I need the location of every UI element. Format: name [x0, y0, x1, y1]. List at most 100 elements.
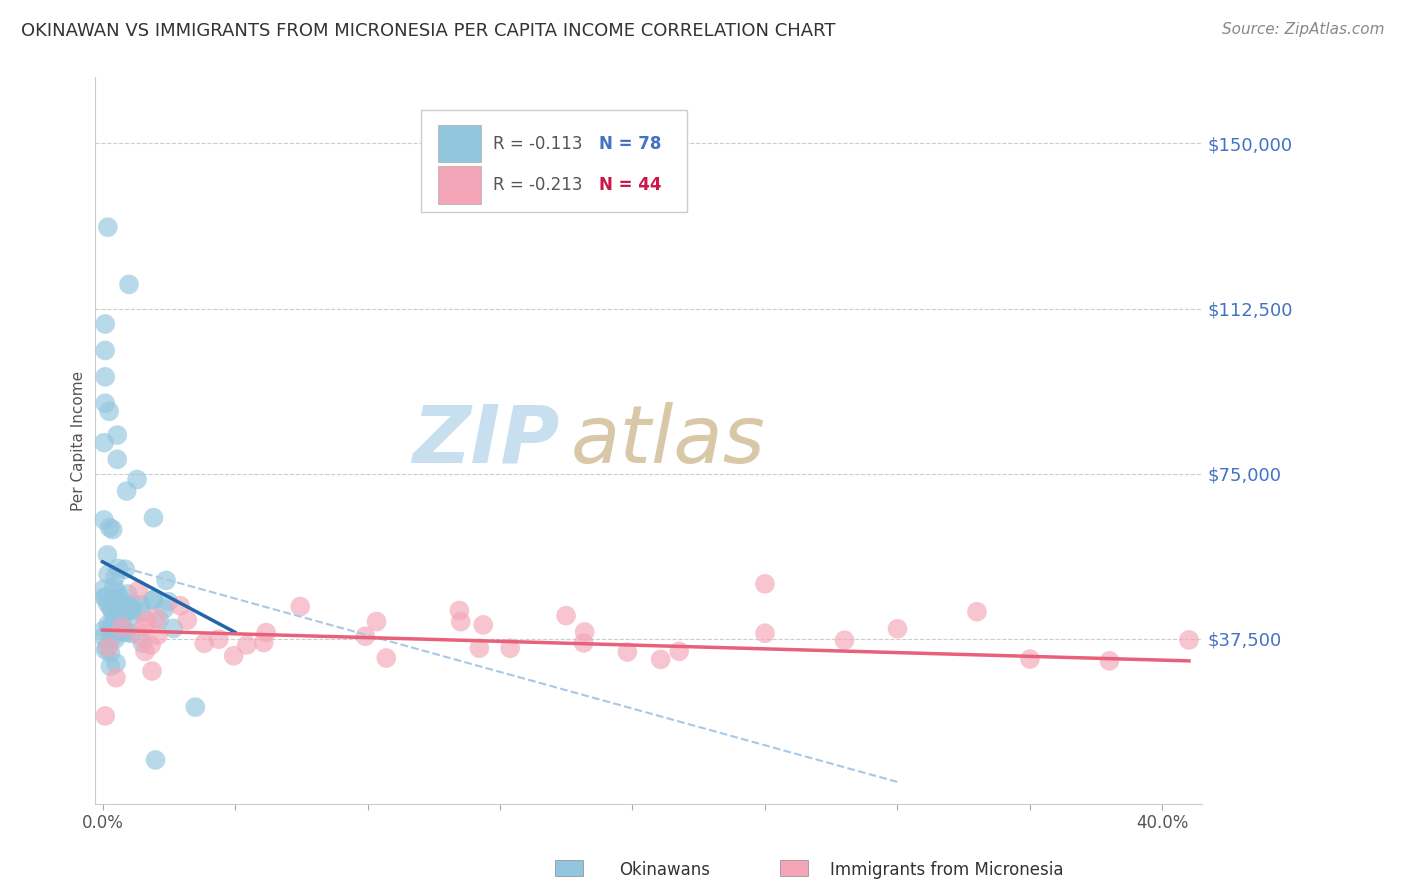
Point	[1178, 632, 1201, 647]
Text: atlas: atlas	[571, 401, 766, 480]
Point	[115, 625, 138, 640]
Point	[468, 641, 491, 656]
Point	[107, 607, 129, 622]
Point	[115, 484, 138, 499]
Point	[105, 584, 128, 599]
Point	[122, 597, 145, 611]
Point	[101, 523, 124, 537]
Point	[103, 607, 125, 621]
Point	[193, 636, 215, 650]
Point	[354, 629, 377, 643]
Point	[1098, 654, 1121, 668]
Point	[169, 599, 191, 613]
Point	[499, 641, 522, 656]
Point	[375, 651, 398, 665]
Point	[104, 632, 127, 646]
Point	[253, 635, 276, 649]
Point	[103, 580, 125, 594]
Point	[208, 632, 231, 647]
Point	[97, 220, 120, 235]
Point	[366, 615, 388, 629]
Point	[114, 562, 136, 576]
Point	[153, 602, 176, 616]
FancyBboxPatch shape	[437, 125, 481, 162]
Point	[98, 600, 121, 615]
Point	[105, 594, 128, 608]
Point	[146, 611, 169, 625]
Point	[107, 561, 129, 575]
Point	[93, 582, 115, 597]
Point	[290, 599, 312, 614]
Point	[472, 618, 495, 632]
Point	[94, 343, 117, 358]
FancyBboxPatch shape	[437, 166, 481, 204]
Point	[131, 605, 153, 619]
Point	[101, 631, 124, 645]
Point	[236, 638, 259, 652]
Point	[125, 473, 148, 487]
Point	[162, 621, 184, 635]
Point	[754, 577, 776, 591]
Point	[145, 753, 167, 767]
Text: ZIP: ZIP	[412, 401, 560, 480]
Point	[94, 590, 117, 604]
Point	[254, 625, 277, 640]
Point	[93, 591, 115, 605]
Point	[103, 618, 125, 632]
Point	[574, 624, 596, 639]
Point	[105, 428, 128, 442]
Point	[142, 592, 165, 607]
Point	[101, 616, 124, 631]
Point	[555, 608, 578, 623]
Point	[94, 317, 117, 331]
Point	[128, 629, 150, 643]
Point	[1019, 652, 1042, 666]
Point	[97, 597, 120, 611]
Point	[97, 567, 120, 582]
Y-axis label: Per Capita Income: Per Capita Income	[72, 371, 86, 511]
Point	[146, 628, 169, 642]
Point	[886, 622, 908, 636]
Point	[94, 369, 117, 384]
Point	[110, 624, 132, 638]
Point	[100, 603, 122, 617]
Point	[128, 583, 150, 598]
Text: R = -0.113: R = -0.113	[494, 135, 583, 153]
Point	[135, 614, 157, 628]
Point	[103, 619, 125, 633]
Point	[105, 452, 128, 467]
Point	[142, 593, 165, 607]
Point	[97, 617, 120, 632]
Text: R = -0.213: R = -0.213	[494, 176, 583, 194]
Point	[98, 659, 121, 673]
Text: Immigrants from Micronesia: Immigrants from Micronesia	[830, 861, 1063, 879]
Text: N = 78: N = 78	[599, 135, 661, 153]
Point	[184, 700, 207, 714]
Point	[155, 574, 177, 588]
Text: N = 44: N = 44	[599, 176, 661, 194]
Point	[668, 644, 690, 658]
Point	[129, 598, 152, 612]
Point	[650, 652, 672, 666]
Point	[449, 603, 471, 617]
Point	[120, 603, 142, 617]
Point	[176, 613, 198, 627]
Point	[121, 609, 143, 624]
Point	[134, 619, 156, 633]
Point	[94, 709, 117, 723]
Point	[131, 636, 153, 650]
Point	[104, 598, 127, 612]
Point	[120, 626, 142, 640]
Point	[616, 645, 638, 659]
Point	[105, 671, 128, 685]
Point	[157, 595, 180, 609]
Point	[105, 656, 128, 670]
Point	[104, 615, 127, 630]
Point	[98, 404, 121, 418]
Point	[115, 598, 138, 612]
Point	[754, 626, 776, 640]
Text: Okinawans: Okinawans	[619, 861, 710, 879]
Point	[118, 599, 141, 614]
Point	[112, 624, 135, 639]
Point	[222, 648, 245, 663]
